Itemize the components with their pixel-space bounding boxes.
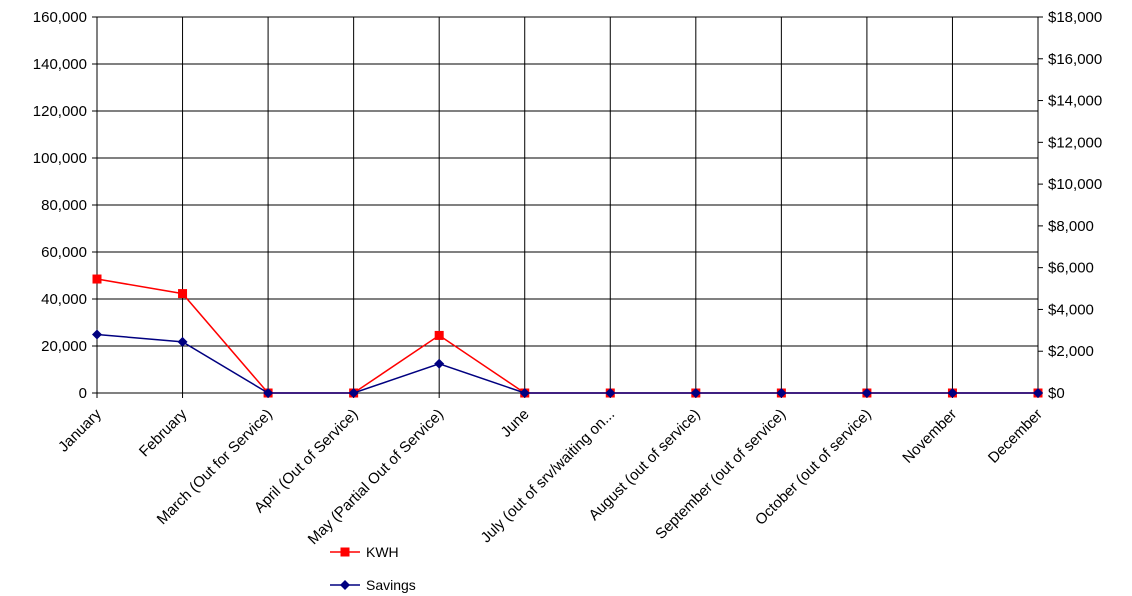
data-point bbox=[690, 388, 701, 398]
y2-tick-label: $0 bbox=[1048, 385, 1065, 402]
x-tick-label: May (Partial Out of Service) bbox=[305, 406, 447, 548]
y-tick-label: 100,000 bbox=[33, 150, 87, 167]
legend-marker bbox=[340, 547, 350, 557]
legend: KWH Savings bbox=[330, 544, 416, 593]
legend-marker bbox=[340, 580, 350, 590]
data-point bbox=[92, 329, 102, 340]
data-point bbox=[776, 388, 787, 398]
x-tick-label: June bbox=[498, 406, 533, 441]
y-tick-label: 160,000 bbox=[33, 9, 87, 26]
x-tick-label: December bbox=[985, 406, 1046, 467]
data-point bbox=[861, 388, 872, 398]
data-point bbox=[92, 274, 102, 284]
y2-tick-label: $16,000 bbox=[1048, 51, 1102, 68]
y2-tick-label: $4,000 bbox=[1048, 301, 1094, 318]
y2-tick-label: $10,000 bbox=[1048, 176, 1102, 193]
gridlines bbox=[97, 16, 1038, 393]
data-point bbox=[263, 388, 274, 398]
x-tick-label: January bbox=[55, 405, 105, 455]
data-point bbox=[605, 388, 616, 398]
y2-tick-label: $6,000 bbox=[1048, 260, 1094, 277]
y-tick-label: 20,000 bbox=[41, 338, 87, 355]
legend-item-savings: Savings bbox=[330, 577, 416, 593]
data-point bbox=[434, 330, 444, 340]
series-kwh bbox=[92, 274, 1043, 398]
series bbox=[92, 274, 1043, 398]
y-tick-label: 80,000 bbox=[41, 197, 87, 214]
data-point bbox=[519, 388, 530, 398]
data-point bbox=[178, 289, 188, 299]
y2-tick-label: $18,000 bbox=[1048, 9, 1102, 26]
y2-tick-label: $2,000 bbox=[1048, 343, 1094, 360]
x-tick-label: November bbox=[899, 406, 960, 467]
legend-label: Savings bbox=[366, 577, 416, 593]
data-point bbox=[348, 388, 359, 398]
y-tick-label: 140,000 bbox=[33, 56, 87, 73]
legend-item-kwh: KWH bbox=[330, 544, 399, 560]
data-point bbox=[434, 358, 445, 369]
legend-label: KWH bbox=[366, 544, 399, 560]
data-point bbox=[177, 336, 188, 347]
series-savings bbox=[92, 329, 1043, 398]
y-tick-label: 60,000 bbox=[41, 244, 87, 261]
y2-tick-label: $12,000 bbox=[1048, 134, 1102, 151]
y-tick-label: 120,000 bbox=[33, 103, 87, 120]
y-tick-label: 40,000 bbox=[41, 291, 87, 308]
y2-tick-label: $14,000 bbox=[1048, 93, 1102, 110]
y2-tick-label: $8,000 bbox=[1048, 218, 1094, 235]
x-tick-label: February bbox=[136, 405, 191, 460]
series-line bbox=[96, 333, 1038, 394]
axes: 0 20,000 40,000 60,000 80,000 100,000 120,000 1… bbox=[33, 9, 1102, 548]
y-tick-label: 0 bbox=[79, 385, 87, 402]
data-point bbox=[947, 388, 958, 398]
data-point bbox=[1033, 388, 1043, 398]
